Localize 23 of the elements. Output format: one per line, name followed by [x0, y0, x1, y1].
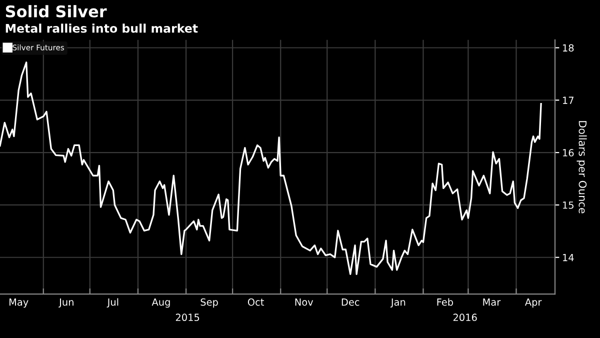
- y-tick-label: 16: [563, 149, 574, 156]
- y-tick-label: 14: [563, 254, 574, 262]
- x-tick-label: Feb: [437, 298, 454, 306]
- text: 2015: [176, 314, 200, 322]
- x-tick-label: Oct: [248, 298, 264, 306]
- x-tick-label: Nov: [295, 298, 314, 306]
- y-axis-title: Dollars per Ounce: [576, 121, 587, 214]
- x-tick-label: Jul: [106, 298, 118, 308]
- x-tick-label: Jan: [390, 298, 406, 308]
- x-tick-label: Jun: [58, 298, 74, 308]
- x-tick-label: Aug: [152, 298, 170, 308]
- x-tick-label: May: [10, 298, 28, 308]
- x-tick-label: Sep: [200, 298, 218, 308]
- chart-subtitle: Metal rallies into bull market: [6, 24, 198, 33]
- y-tick-label: 17: [563, 96, 574, 104]
- x-tick-label: Dec: [342, 298, 360, 306]
- text: 2016: [453, 314, 477, 322]
- x-tick-label: Mar: [483, 298, 501, 306]
- y-tick-label: 18: [563, 44, 574, 52]
- x-tick-label: Apr: [524, 298, 542, 308]
- y-tick-label: 15: [563, 202, 574, 209]
- line-series: [0, 62, 542, 275]
- chart-title: Solid Silver: [6, 5, 107, 18]
